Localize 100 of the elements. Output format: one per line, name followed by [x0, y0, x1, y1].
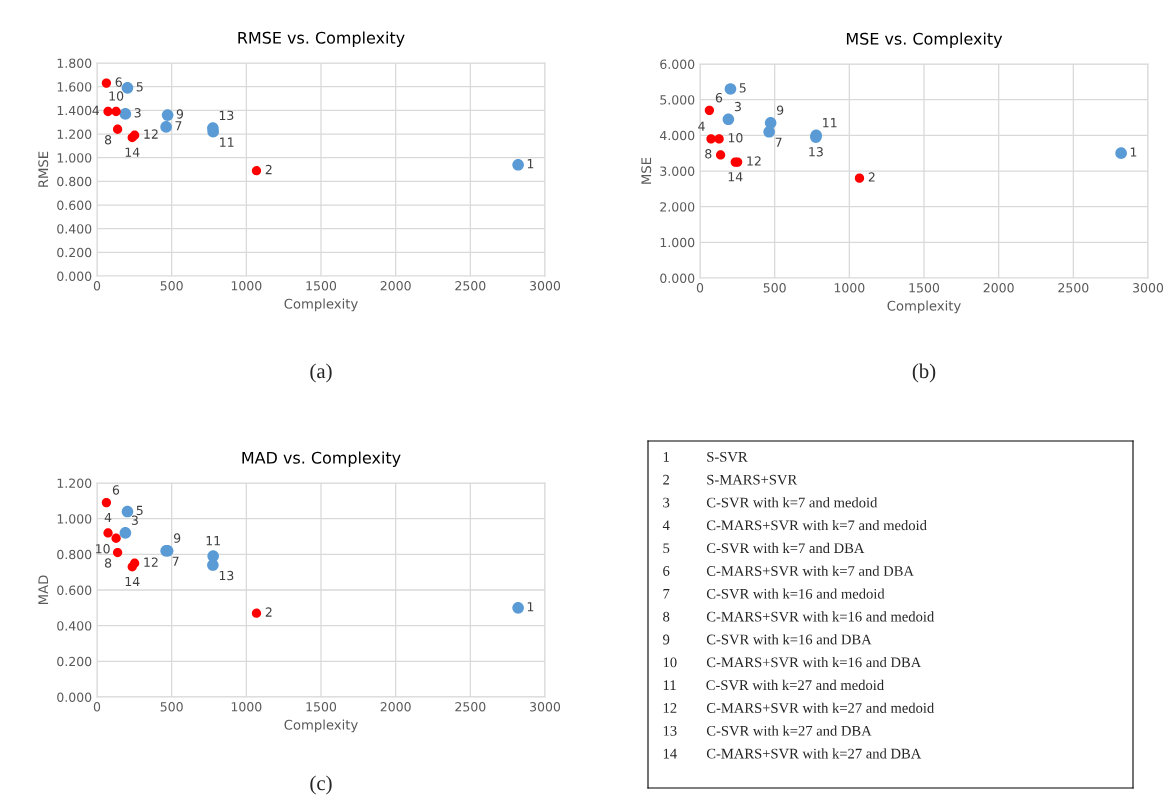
x-tick-label: 2000: [983, 283, 1014, 293]
annotation: 10: [728, 133, 743, 143]
y-tick-label: 0.000: [57, 271, 92, 281]
x-axis-title: Complexity: [887, 300, 961, 314]
point: [724, 83, 737, 95]
annotation: 14: [728, 172, 743, 182]
y-tick-label: 0.400: [57, 621, 92, 631]
annotation: 14: [125, 147, 140, 157]
annotation: 12: [144, 557, 158, 567]
annotation: 4: [698, 121, 705, 131]
chart-title: RMSE vs. Complexity: [238, 31, 405, 47]
annotation: 1: [527, 159, 534, 169]
y-tick-label: 0.800: [57, 176, 92, 187]
y-tick-label: 1.600: [57, 82, 92, 92]
annotation: 8: [705, 149, 712, 159]
x-tick-label: 500: [160, 702, 183, 712]
point: [103, 106, 113, 117]
text: (c): [310, 775, 332, 795]
text: 3 C-SVR with k=7 and medoid: [663, 497, 878, 508]
annotation: 9: [776, 105, 784, 115]
x-tick-label: 1000: [231, 281, 262, 291]
annotation: 12: [144, 129, 158, 139]
text: 7 C-SVR with k=16 and medoid: [663, 588, 885, 599]
y-tick-label: 6.000: [660, 59, 695, 69]
annotation: 3: [131, 515, 138, 525]
annotation: 5: [739, 83, 746, 93]
x-tick-label: 0: [93, 281, 101, 291]
point: [101, 497, 112, 508]
annotation: 11: [823, 118, 837, 128]
text: 11 C-SVR with k=27 and medoid: [663, 679, 884, 691]
point: [111, 533, 121, 543]
annotation: 7: [172, 556, 179, 566]
x-tick-label: 3000: [1133, 283, 1164, 293]
annotation: 7: [175, 121, 182, 131]
y-tick-label: 0.000: [660, 273, 695, 283]
point: [121, 505, 134, 518]
x-tick-label: 1500: [306, 281, 337, 291]
text: 2 S-MARS+SVR: [663, 474, 798, 485]
text: 10 C-MARS+SVR with k=16 and DBA: [663, 656, 922, 668]
point: [512, 602, 524, 614]
annotation: 1: [527, 602, 534, 612]
text: 12 C-MARS+SVR with k=27 and medoid: [663, 702, 935, 713]
annotation: 10: [96, 544, 110, 554]
point: [111, 106, 121, 117]
point: [251, 608, 262, 618]
annotation: 9: [176, 109, 184, 119]
y-tick-label: 2.000: [660, 202, 695, 212]
y-tick-label: 0.600: [57, 200, 92, 210]
annotation: 11: [206, 536, 220, 546]
annotation: 2: [868, 172, 875, 182]
point: [161, 109, 174, 121]
annotation: 7: [775, 137, 782, 147]
annotation: 2: [265, 164, 272, 175]
point: [706, 134, 716, 144]
annotation: 13: [219, 570, 234, 581]
x-tick-label: 2500: [455, 702, 486, 712]
annotation: 14: [125, 576, 140, 587]
y-tick-label: 0.200: [57, 247, 92, 258]
annotation: 2: [265, 607, 272, 617]
point: [854, 173, 865, 183]
y-tick-label: 4.000: [659, 130, 695, 141]
y-tick-label: 1.400: [57, 105, 92, 116]
point: [1115, 147, 1127, 159]
text: 5 C-SVR with k=7 and DBA: [663, 542, 865, 554]
annotation: 12: [747, 156, 761, 166]
y-axis-title: MSE: [641, 157, 652, 184]
point: [207, 559, 219, 571]
chart-title: MSE vs. Complexity: [846, 32, 1003, 48]
x-tick-label: 1000: [834, 283, 865, 293]
y-tick-label: 1.200: [57, 129, 92, 139]
x-tick-label: 2000: [380, 702, 411, 712]
y-tick-label: 1.000: [57, 153, 92, 163]
annotation: 5: [136, 82, 143, 92]
x-tick-label: 2500: [455, 281, 486, 291]
x-tick-label: 2000: [380, 281, 411, 291]
y-tick-label: 1.200: [57, 478, 92, 488]
x-axis-title: Complexity: [284, 719, 358, 733]
annotation: 9: [173, 533, 181, 543]
text: 4 C-MARS+SVR with k=7 and medoid: [662, 520, 927, 531]
x-tick-label: 1500: [909, 283, 940, 293]
point: [101, 78, 112, 88]
annotation: 6: [115, 77, 122, 87]
y-tick-label: 3.000: [660, 166, 695, 176]
x-tick-label: 500: [763, 283, 786, 293]
annotation: 13: [809, 147, 823, 157]
x-tick-label: 1000: [231, 702, 262, 712]
x-tick-label: 0: [696, 283, 704, 293]
annotation: 3: [134, 108, 141, 118]
text: 9 C-SVR with k=16 and DBA: [663, 634, 872, 645]
text: 1 S-SVR: [663, 451, 748, 462]
x-tick-label: 1500: [306, 702, 337, 712]
x-tick-label: 500: [160, 281, 183, 291]
point: [103, 528, 113, 538]
y-tick-label: 0.000: [57, 692, 92, 702]
point: [119, 527, 132, 539]
annotation: 4: [104, 512, 112, 522]
point: [112, 547, 123, 558]
text: 6 C-MARS+SVR with k=7 and DBA: [663, 565, 914, 576]
annotation: 3: [734, 101, 741, 112]
y-tick-label: 5.000: [660, 95, 695, 105]
